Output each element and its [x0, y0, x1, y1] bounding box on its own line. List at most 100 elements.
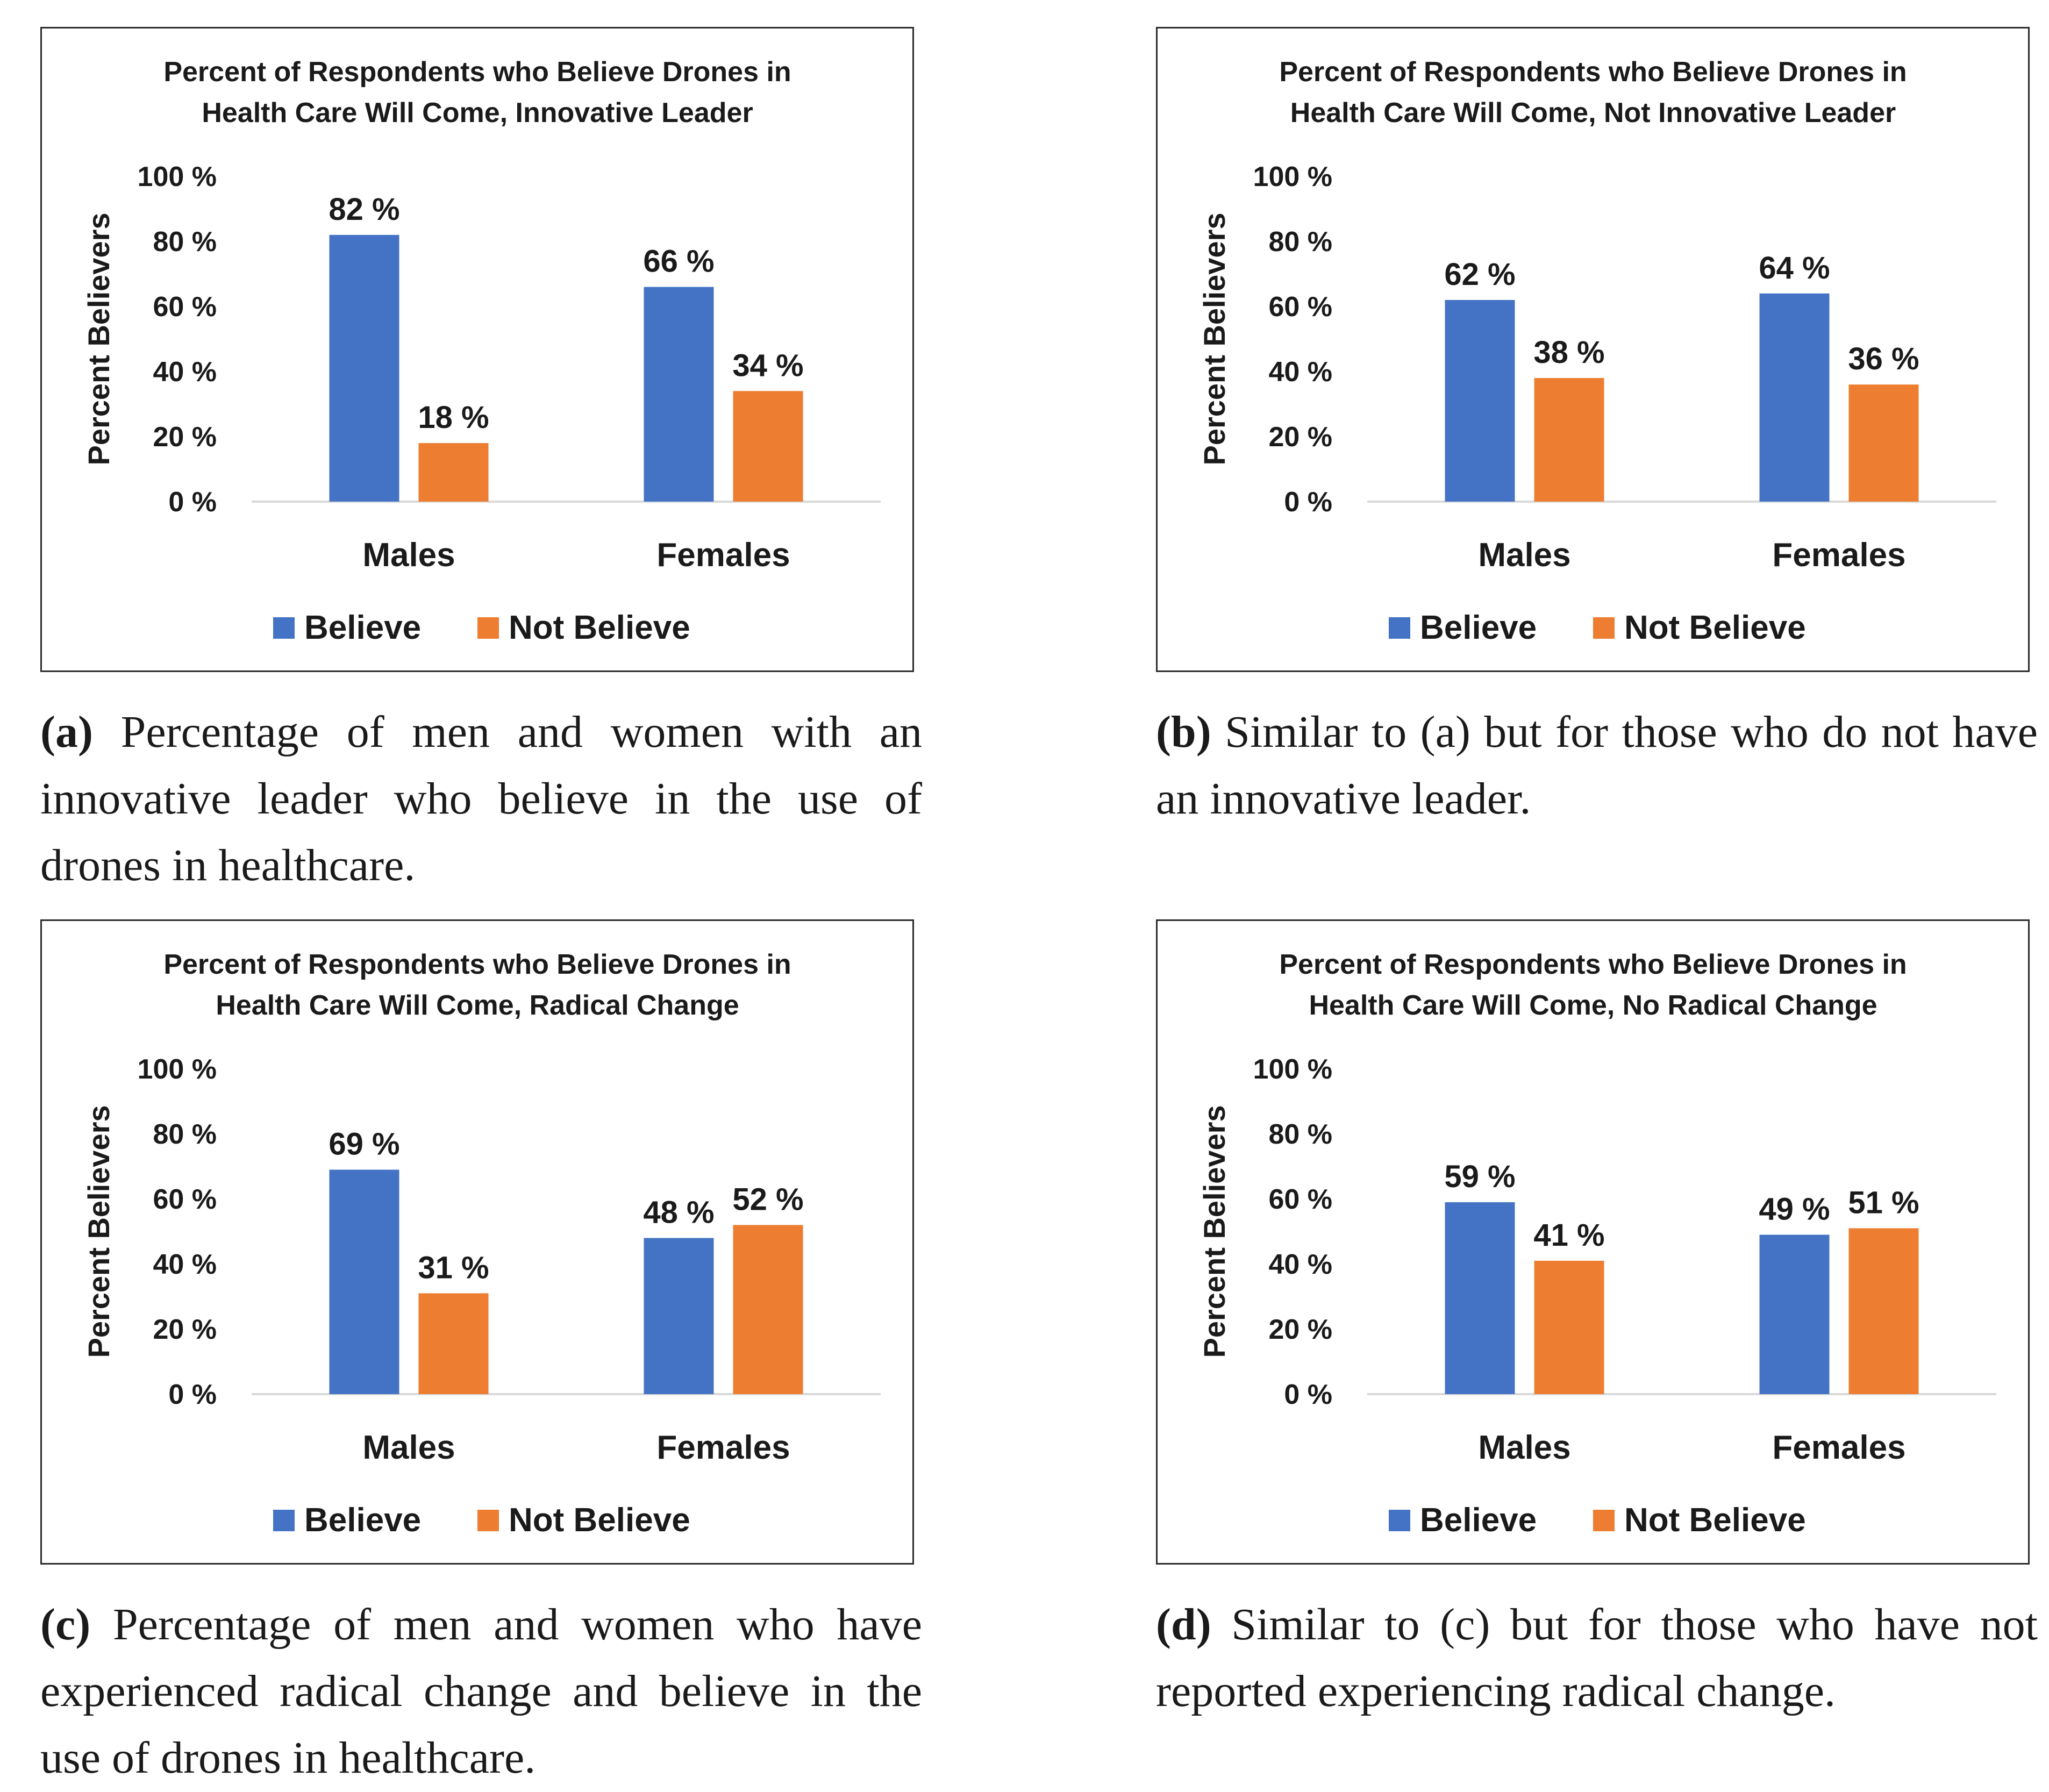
- bar-chart: Percent of Respondents who Believe Drone…: [82, 949, 881, 1539]
- y-tick-label: 80 %: [1268, 226, 1332, 258]
- y-tick-label: 20 %: [1268, 422, 1332, 453]
- y-tick-label: 20 %: [153, 1314, 217, 1345]
- chart-title-line: Health Care Will Come, No Radical Change: [1309, 990, 1877, 1021]
- y-axis-label: Percent Believers: [1197, 1105, 1231, 1358]
- y-tick-label: 60 %: [1268, 1184, 1332, 1215]
- chart-frame: Percent of Respondents who Believe Drone…: [40, 919, 914, 1565]
- y-tick-label: 100 %: [138, 161, 217, 192]
- y-tick-label: 40 %: [153, 356, 217, 388]
- y-tick-label: 100 %: [1253, 161, 1332, 192]
- y-axis-label: Percent Believers: [82, 212, 116, 465]
- x-tick-label: Males: [1478, 1429, 1570, 1466]
- bar-chart: Percent of Respondents who Believe Drone…: [1197, 949, 1996, 1539]
- data-label: 31 %: [418, 1250, 489, 1285]
- caption-tag: (a): [40, 707, 93, 757]
- bar-believe: [644, 287, 714, 502]
- data-label: 82 %: [329, 192, 399, 227]
- legend-label: Not Believe: [1624, 609, 1806, 646]
- data-label: 52 %: [732, 1182, 803, 1217]
- legend-swatch: [477, 617, 499, 639]
- caption-tag: (b): [1156, 707, 1211, 757]
- y-axis-label: Percent Believers: [82, 1105, 116, 1358]
- y-tick-label: 20 %: [1268, 1314, 1332, 1345]
- bar-believe: [1759, 293, 1830, 502]
- data-label: 34 %: [732, 348, 803, 383]
- x-tick-label: Females: [1772, 1429, 1905, 1466]
- figure-caption: (d) Similar to (c) but for those who hav…: [1156, 1591, 2038, 1725]
- bar-not-believe: [418, 1293, 489, 1394]
- y-tick-label: 60 %: [153, 1184, 217, 1215]
- y-tick-label: 60 %: [1268, 291, 1332, 323]
- x-tick-label: Females: [1772, 537, 1905, 574]
- data-label: 41 %: [1533, 1218, 1604, 1253]
- legend-swatch: [1389, 617, 1410, 639]
- data-label: 18 %: [418, 400, 489, 435]
- chart-title-line: Percent of Respondents who Believe Drone…: [163, 56, 791, 88]
- bar-not-believe: [1848, 384, 1919, 502]
- chart-frame: Percent of Respondents who Believe Drone…: [40, 27, 914, 672]
- chart-title-line: Percent of Respondents who Believe Drone…: [1279, 56, 1907, 88]
- legend-label: Not Believe: [509, 1502, 690, 1539]
- chart-frame: Percent of Respondents who Believe Drone…: [1156, 919, 2030, 1565]
- x-tick-label: Females: [656, 537, 790, 574]
- chart-title-line: Health Care Will Come, Innovative Leader: [202, 97, 753, 128]
- legend-label: Believe: [1420, 609, 1537, 646]
- y-tick-label: 100 %: [1253, 1054, 1332, 1085]
- legend-label: Believe: [304, 1502, 421, 1539]
- chart-title-line: Percent of Respondents who Believe Drone…: [163, 949, 791, 980]
- data-label: 69 %: [329, 1127, 399, 1162]
- y-tick-label: 100 %: [138, 1054, 217, 1085]
- legend-swatch: [1593, 1510, 1615, 1531]
- legend-label: Believe: [304, 609, 421, 646]
- bar-not-believe: [1848, 1228, 1919, 1394]
- y-axis-label: Percent Believers: [1197, 212, 1231, 465]
- x-tick-label: Males: [362, 537, 455, 574]
- legend-swatch: [273, 1510, 295, 1531]
- x-tick-label: Females: [656, 1429, 790, 1466]
- bar-believe: [329, 1169, 399, 1394]
- data-label: 62 %: [1444, 257, 1515, 292]
- bar-believe: [1759, 1234, 1830, 1394]
- data-label: 66 %: [643, 244, 714, 279]
- chart-title-line: Health Care Will Come, Not Innovative Le…: [1290, 97, 1896, 128]
- y-tick-label: 0 %: [1284, 1379, 1332, 1410]
- y-tick-label: 40 %: [153, 1249, 217, 1280]
- bar-chart: Percent of Respondents who Believe Drone…: [1197, 56, 1996, 646]
- x-tick-label: Males: [1478, 537, 1570, 574]
- bar-chart: Percent of Respondents who Believe Drone…: [82, 56, 881, 646]
- y-tick-label: 60 %: [153, 291, 217, 323]
- legend-label: Not Believe: [1624, 1502, 1806, 1539]
- data-label: 36 %: [1848, 341, 1919, 376]
- data-label: 48 %: [643, 1195, 714, 1230]
- y-tick-label: 0 %: [1284, 487, 1332, 518]
- y-tick-label: 0 %: [168, 487, 217, 518]
- bar-believe: [644, 1238, 714, 1394]
- bar-believe: [329, 234, 399, 502]
- legend-label: Believe: [1420, 1502, 1537, 1539]
- figure-caption: (c) Percentage of men and women who have…: [40, 1591, 922, 1791]
- y-tick-label: 40 %: [1268, 356, 1332, 388]
- caption-text: Similar to (c) but for those who have no…: [1156, 1600, 2038, 1716]
- chart-frame: Percent of Respondents who Believe Drone…: [1156, 27, 2030, 672]
- legend-label: Not Believe: [509, 609, 690, 646]
- legend-swatch: [1389, 1510, 1410, 1531]
- figure-caption: (b) Similar to (a) but for those who do …: [1156, 699, 2038, 832]
- caption-text: Similar to (a) but for those who do not …: [1156, 707, 2038, 824]
- x-tick-label: Males: [362, 1429, 455, 1466]
- caption-tag: (d): [1156, 1600, 1211, 1650]
- y-tick-label: 40 %: [1268, 1249, 1332, 1280]
- caption-tag: (c): [40, 1600, 91, 1650]
- legend-swatch: [477, 1510, 499, 1531]
- chart-title-line: Percent of Respondents who Believe Drone…: [1279, 949, 1907, 980]
- data-label: 64 %: [1759, 251, 1830, 285]
- bar-not-believe: [1534, 1260, 1604, 1394]
- y-tick-label: 80 %: [1268, 1119, 1332, 1150]
- legend-swatch: [1593, 617, 1615, 639]
- y-tick-label: 80 %: [153, 1119, 217, 1150]
- bar-not-believe: [418, 443, 489, 502]
- legend-swatch: [273, 617, 295, 639]
- bar-not-believe: [1534, 378, 1604, 502]
- bar-believe: [1445, 299, 1515, 502]
- data-label: 51 %: [1848, 1185, 1919, 1220]
- data-label: 38 %: [1533, 335, 1604, 370]
